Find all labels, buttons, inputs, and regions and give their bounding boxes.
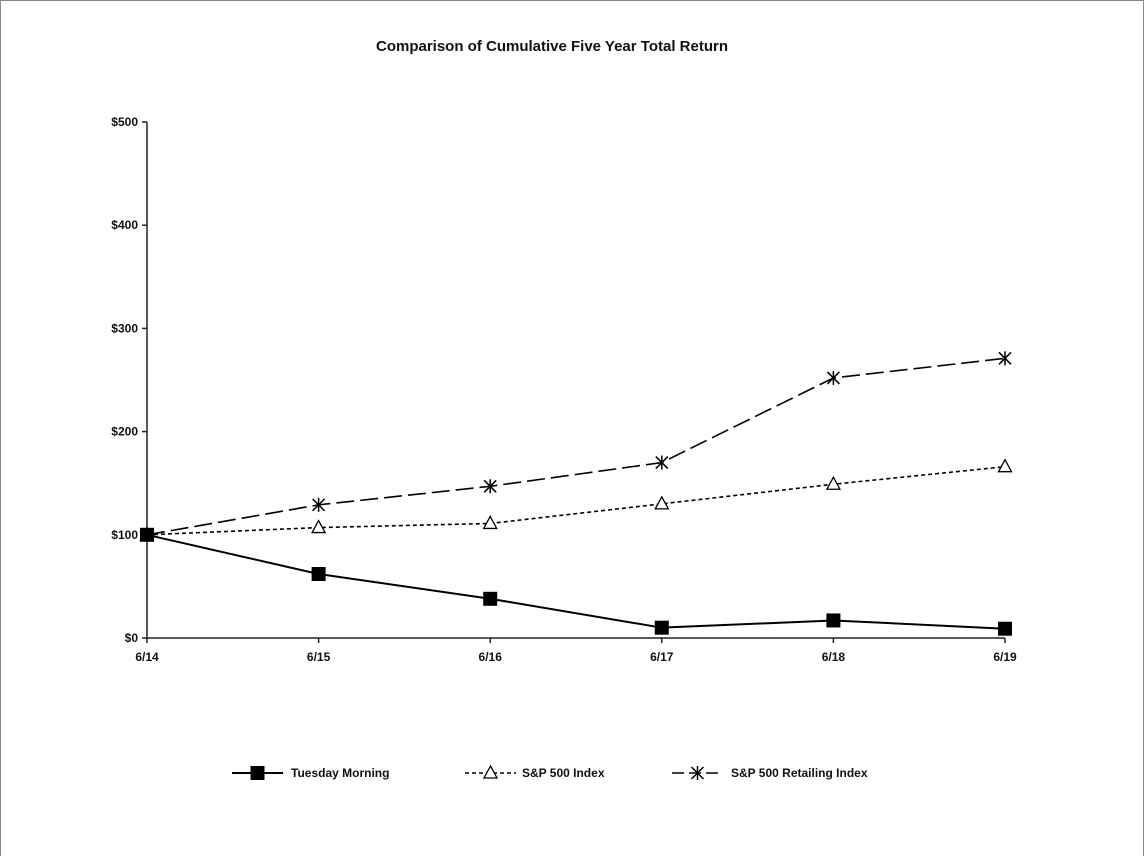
series-line (146, 357, 1006, 536)
series-line (146, 533, 1006, 630)
series-tuesday-morning (140, 527, 1012, 636)
marker-star (998, 351, 1012, 366)
x-tick-label: 6/16 (479, 650, 503, 664)
y-tick-label: $500 (111, 115, 138, 129)
marker-square (826, 613, 841, 628)
y-tick-label: $200 (111, 425, 138, 439)
series-s-p-500-retailing-index (140, 351, 1012, 542)
marker-star (312, 497, 326, 512)
marker-triangle (825, 475, 841, 490)
marker-square (654, 620, 669, 635)
axes: $0 $100 $200 $300 $400 $500 6/14 6/15 6/16 6/17 6/… (111, 115, 1017, 664)
marker-triangle (997, 458, 1013, 473)
x-tick-label: 6/14 (135, 650, 159, 664)
series-s-p-500-index (139, 458, 1013, 541)
legend-item: S&P 500 Index (465, 764, 605, 780)
marker-star (655, 455, 669, 470)
x-tick-label: 6/17 (650, 650, 674, 664)
legend-label: S&P 500 Index (522, 766, 605, 780)
legend: Tuesday Morning S&P 500 Index S&P 500 Reta… (232, 764, 868, 780)
y-tick-label: $400 (111, 218, 138, 232)
y-tick-label: $100 (111, 528, 138, 542)
marker-triangle (311, 519, 327, 534)
x-tick-label: 6/19 (993, 650, 1017, 664)
marker-square (998, 621, 1012, 636)
series-line (146, 465, 1006, 536)
legend-item: S&P 500 Retailing Index (672, 766, 868, 780)
marker-square (311, 567, 326, 582)
marker-square (140, 527, 154, 542)
marker-triangle (654, 495, 670, 510)
marker-square (250, 766, 265, 780)
marker-triangle (482, 515, 498, 530)
y-tick-label: $300 (111, 321, 138, 335)
marker-star (826, 370, 840, 385)
legend-label: S&P 500 Retailing Index (731, 766, 868, 780)
chart-title: Comparison of Cumulative Five Year Total… (376, 38, 728, 55)
series-layer (139, 351, 1013, 636)
marker-star (690, 766, 705, 780)
legend-item: Tuesday Morning (232, 766, 389, 780)
marker-star (483, 479, 497, 494)
y-tick-label: $0 (125, 631, 139, 645)
marker-triangle (482, 764, 499, 779)
legend-label: Tuesday Morning (291, 766, 389, 780)
x-tick-label: 6/15 (307, 650, 331, 664)
marker-square (483, 591, 498, 606)
x-tick-label: 6/18 (822, 650, 846, 664)
